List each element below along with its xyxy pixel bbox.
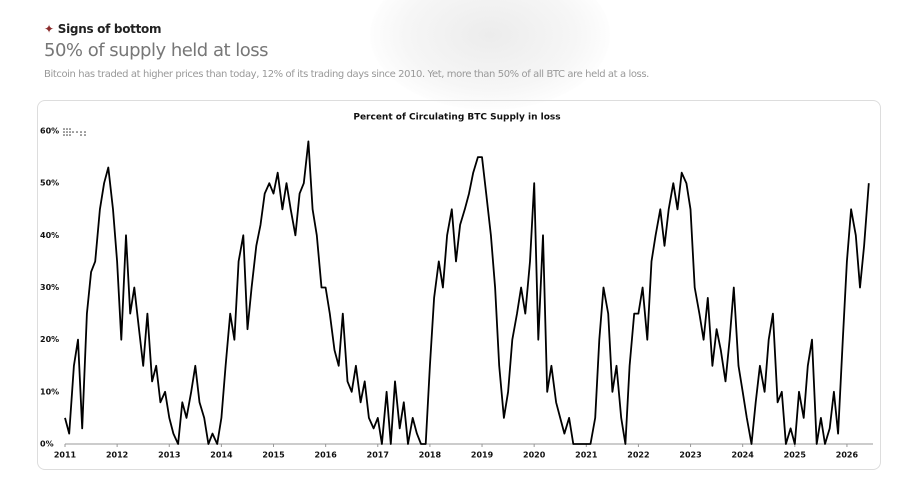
x-tick-label: 2016 <box>315 451 338 460</box>
y-tick-label: 40% <box>40 231 59 240</box>
y-tick-label: 20% <box>40 335 59 344</box>
data-line <box>64 140 870 445</box>
x-tick-label: 2021 <box>575 451 598 460</box>
icon: ✦ <box>44 22 54 36</box>
y-tick-label: 50% <box>40 179 59 188</box>
legend-icon <box>63 128 86 136</box>
x-tick-label: 2026 <box>836 451 859 460</box>
x-tick-label: 2020 <box>523 451 546 460</box>
y-tick-label: 60% <box>40 127 59 136</box>
x-tick-label: 2015 <box>262 451 285 460</box>
y-tick-label: 0% <box>40 440 54 449</box>
kicker-text: Signs of bottom <box>57 22 162 36</box>
x-tick-label: 2012 <box>106 451 128 460</box>
x-tick-label: 2017 <box>367 451 389 460</box>
x-tick-label: 2014 <box>210 451 233 460</box>
x-tick-label: 2025 <box>784 451 807 460</box>
y-tick-label: 30% <box>40 283 59 292</box>
kicker: ✦ Signs of bottom <box>44 22 161 36</box>
x-tick-label: 2019 <box>471 451 494 460</box>
chart-card <box>37 100 881 470</box>
x-tick-label: 2013 <box>158 451 180 460</box>
x-tick-label: 2022 <box>627 451 649 460</box>
x-tick-label: 2018 <box>419 451 442 460</box>
title: 50% of supply held at loss <box>44 40 269 61</box>
y-tick-label: 10% <box>40 387 59 396</box>
x-tick-label: 2024 <box>732 451 755 460</box>
subtitle: Bitcoin has traded at higher prices than… <box>44 69 649 80</box>
x-tick-label: 2011 <box>54 451 77 460</box>
x-tick-label: 2023 <box>679 451 701 460</box>
chart-title: Percent of Circulating BTC Supply in los… <box>353 113 560 123</box>
